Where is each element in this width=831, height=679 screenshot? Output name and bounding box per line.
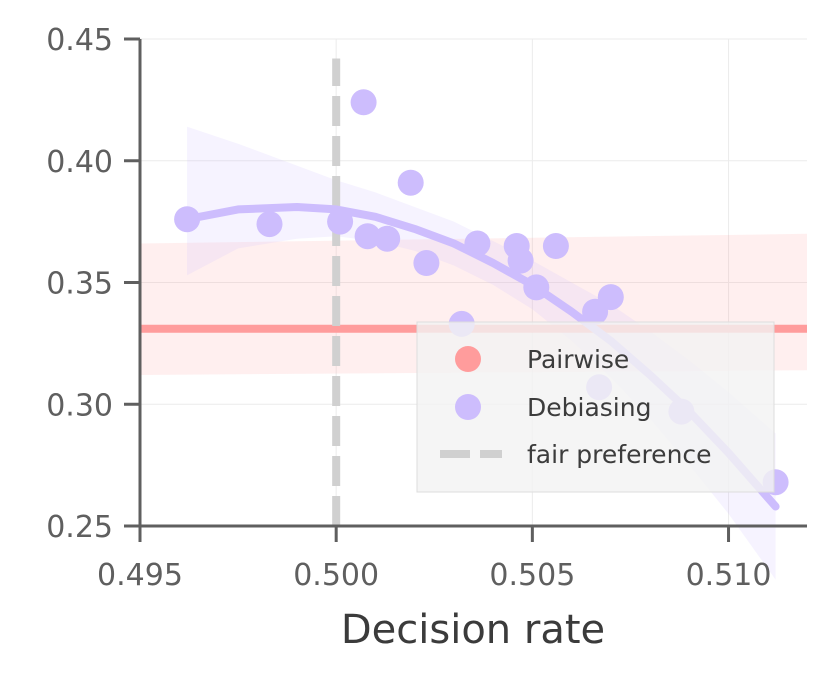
data-point [597, 284, 624, 311]
data-point [397, 169, 424, 196]
legend-marker-pairwise [455, 346, 481, 372]
x-tick-label: 0.500 [293, 558, 379, 593]
y-tick-label: 0.30 [46, 388, 113, 423]
legend-label-debiasing: Debiasing [527, 393, 651, 422]
data-point [464, 230, 491, 257]
data-point [374, 225, 401, 252]
legend: Pairwise Debiasing fair preference [416, 321, 775, 493]
legend-label-pairwise: Pairwise [527, 345, 629, 374]
data-point [350, 89, 377, 116]
data-point [542, 233, 569, 259]
data-point [256, 211, 283, 238]
data-point [327, 208, 354, 235]
x-tick-label: 0.505 [489, 558, 575, 593]
y-tick-label: 0.45 [46, 23, 113, 58]
x-axis-title: Decision rate [341, 607, 605, 653]
x-tick-label: 0.510 [686, 558, 772, 593]
legend-marker-debiasing [455, 394, 481, 420]
ticks: 0.25 0.30 0.35 0.40 0.45 0.495 0.500 0.505 0.510 [46, 23, 771, 593]
data-point [413, 250, 440, 276]
y-tick-label: 0.25 [46, 510, 113, 545]
data-point [354, 223, 381, 250]
data-point [174, 206, 201, 233]
data-point [507, 247, 534, 274]
legend-label-fair-preference: fair preference [527, 440, 712, 469]
y-tick-label: 0.35 [46, 267, 113, 302]
x-tick-label: 0.495 [97, 558, 183, 593]
y-tick-label: 0.40 [46, 145, 113, 180]
data-point [523, 274, 550, 301]
